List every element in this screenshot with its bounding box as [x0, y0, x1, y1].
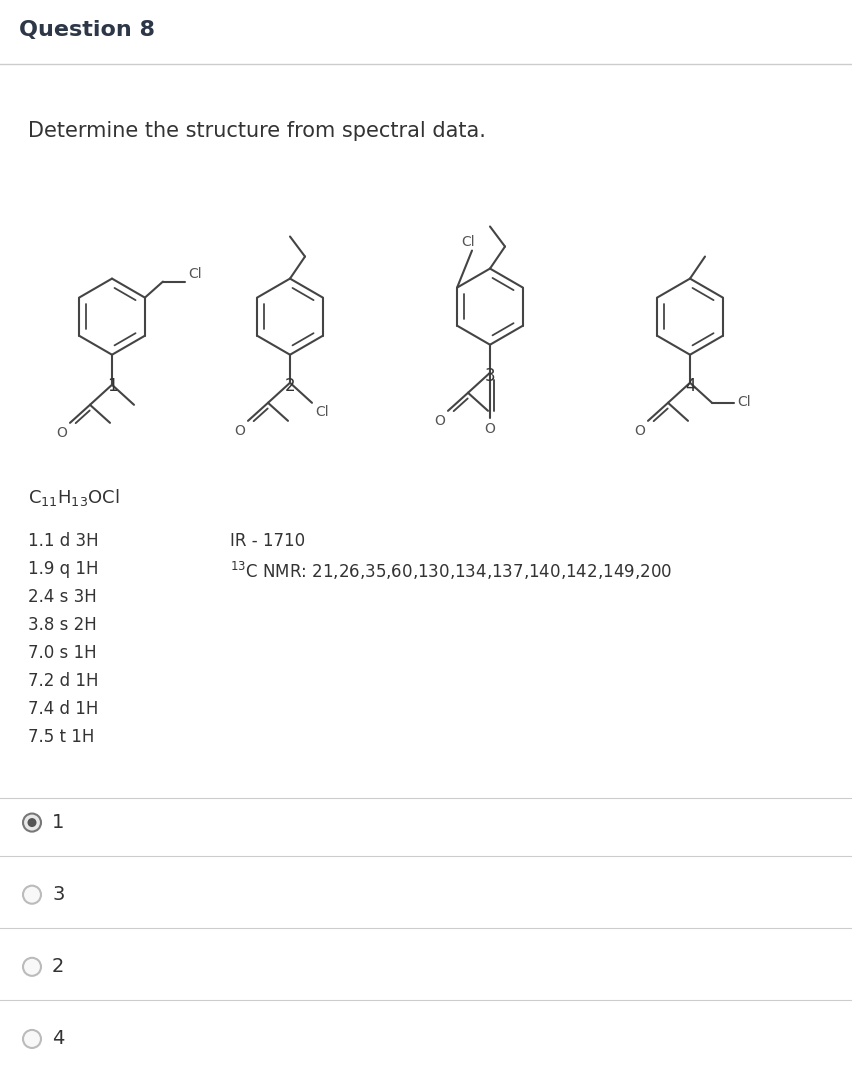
- Text: O: O: [634, 424, 645, 438]
- Circle shape: [27, 818, 37, 827]
- Text: 2.4 s 3H: 2.4 s 3H: [28, 588, 97, 607]
- Text: 3: 3: [52, 885, 65, 905]
- Text: 4: 4: [52, 1030, 65, 1049]
- Text: 7.0 s 1H: 7.0 s 1H: [28, 644, 96, 662]
- Circle shape: [23, 814, 41, 832]
- Text: O: O: [56, 426, 67, 440]
- Text: 2: 2: [285, 377, 296, 395]
- Text: 1.9 q 1H: 1.9 q 1H: [28, 560, 99, 578]
- Circle shape: [23, 885, 41, 904]
- Text: 3: 3: [485, 366, 495, 384]
- Circle shape: [23, 958, 41, 976]
- Text: 2: 2: [52, 957, 65, 976]
- Text: 7.2 d 1H: 7.2 d 1H: [28, 672, 99, 690]
- Text: O: O: [234, 424, 245, 438]
- Text: 4: 4: [685, 377, 695, 395]
- Text: Cl: Cl: [188, 267, 202, 281]
- Text: IR - 1710: IR - 1710: [230, 532, 305, 550]
- Text: 1: 1: [106, 377, 118, 395]
- Text: O: O: [485, 422, 495, 436]
- Text: 7.4 d 1H: 7.4 d 1H: [28, 701, 98, 719]
- Text: 3.8 s 2H: 3.8 s 2H: [28, 616, 97, 634]
- Text: 7.5 t 1H: 7.5 t 1H: [28, 728, 95, 747]
- Text: Cl: Cl: [737, 395, 751, 409]
- Text: Cl: Cl: [462, 235, 475, 249]
- Text: $\mathregular{^{13}}$C NMR: 21,26,35,60,130,134,137,140,142,149,200: $\mathregular{^{13}}$C NMR: 21,26,35,60,…: [230, 560, 672, 582]
- Text: $\mathregular{C_{11}H_{13}OCl}$: $\mathregular{C_{11}H_{13}OCl}$: [28, 487, 119, 508]
- Text: Cl: Cl: [315, 405, 329, 419]
- Text: Determine the structure from spectral data.: Determine the structure from spectral da…: [28, 122, 486, 141]
- Text: Question 8: Question 8: [19, 20, 155, 40]
- Circle shape: [23, 1030, 41, 1048]
- Text: 1: 1: [52, 813, 65, 832]
- Text: 1.1 d 3H: 1.1 d 3H: [28, 532, 99, 550]
- Text: O: O: [435, 413, 445, 428]
